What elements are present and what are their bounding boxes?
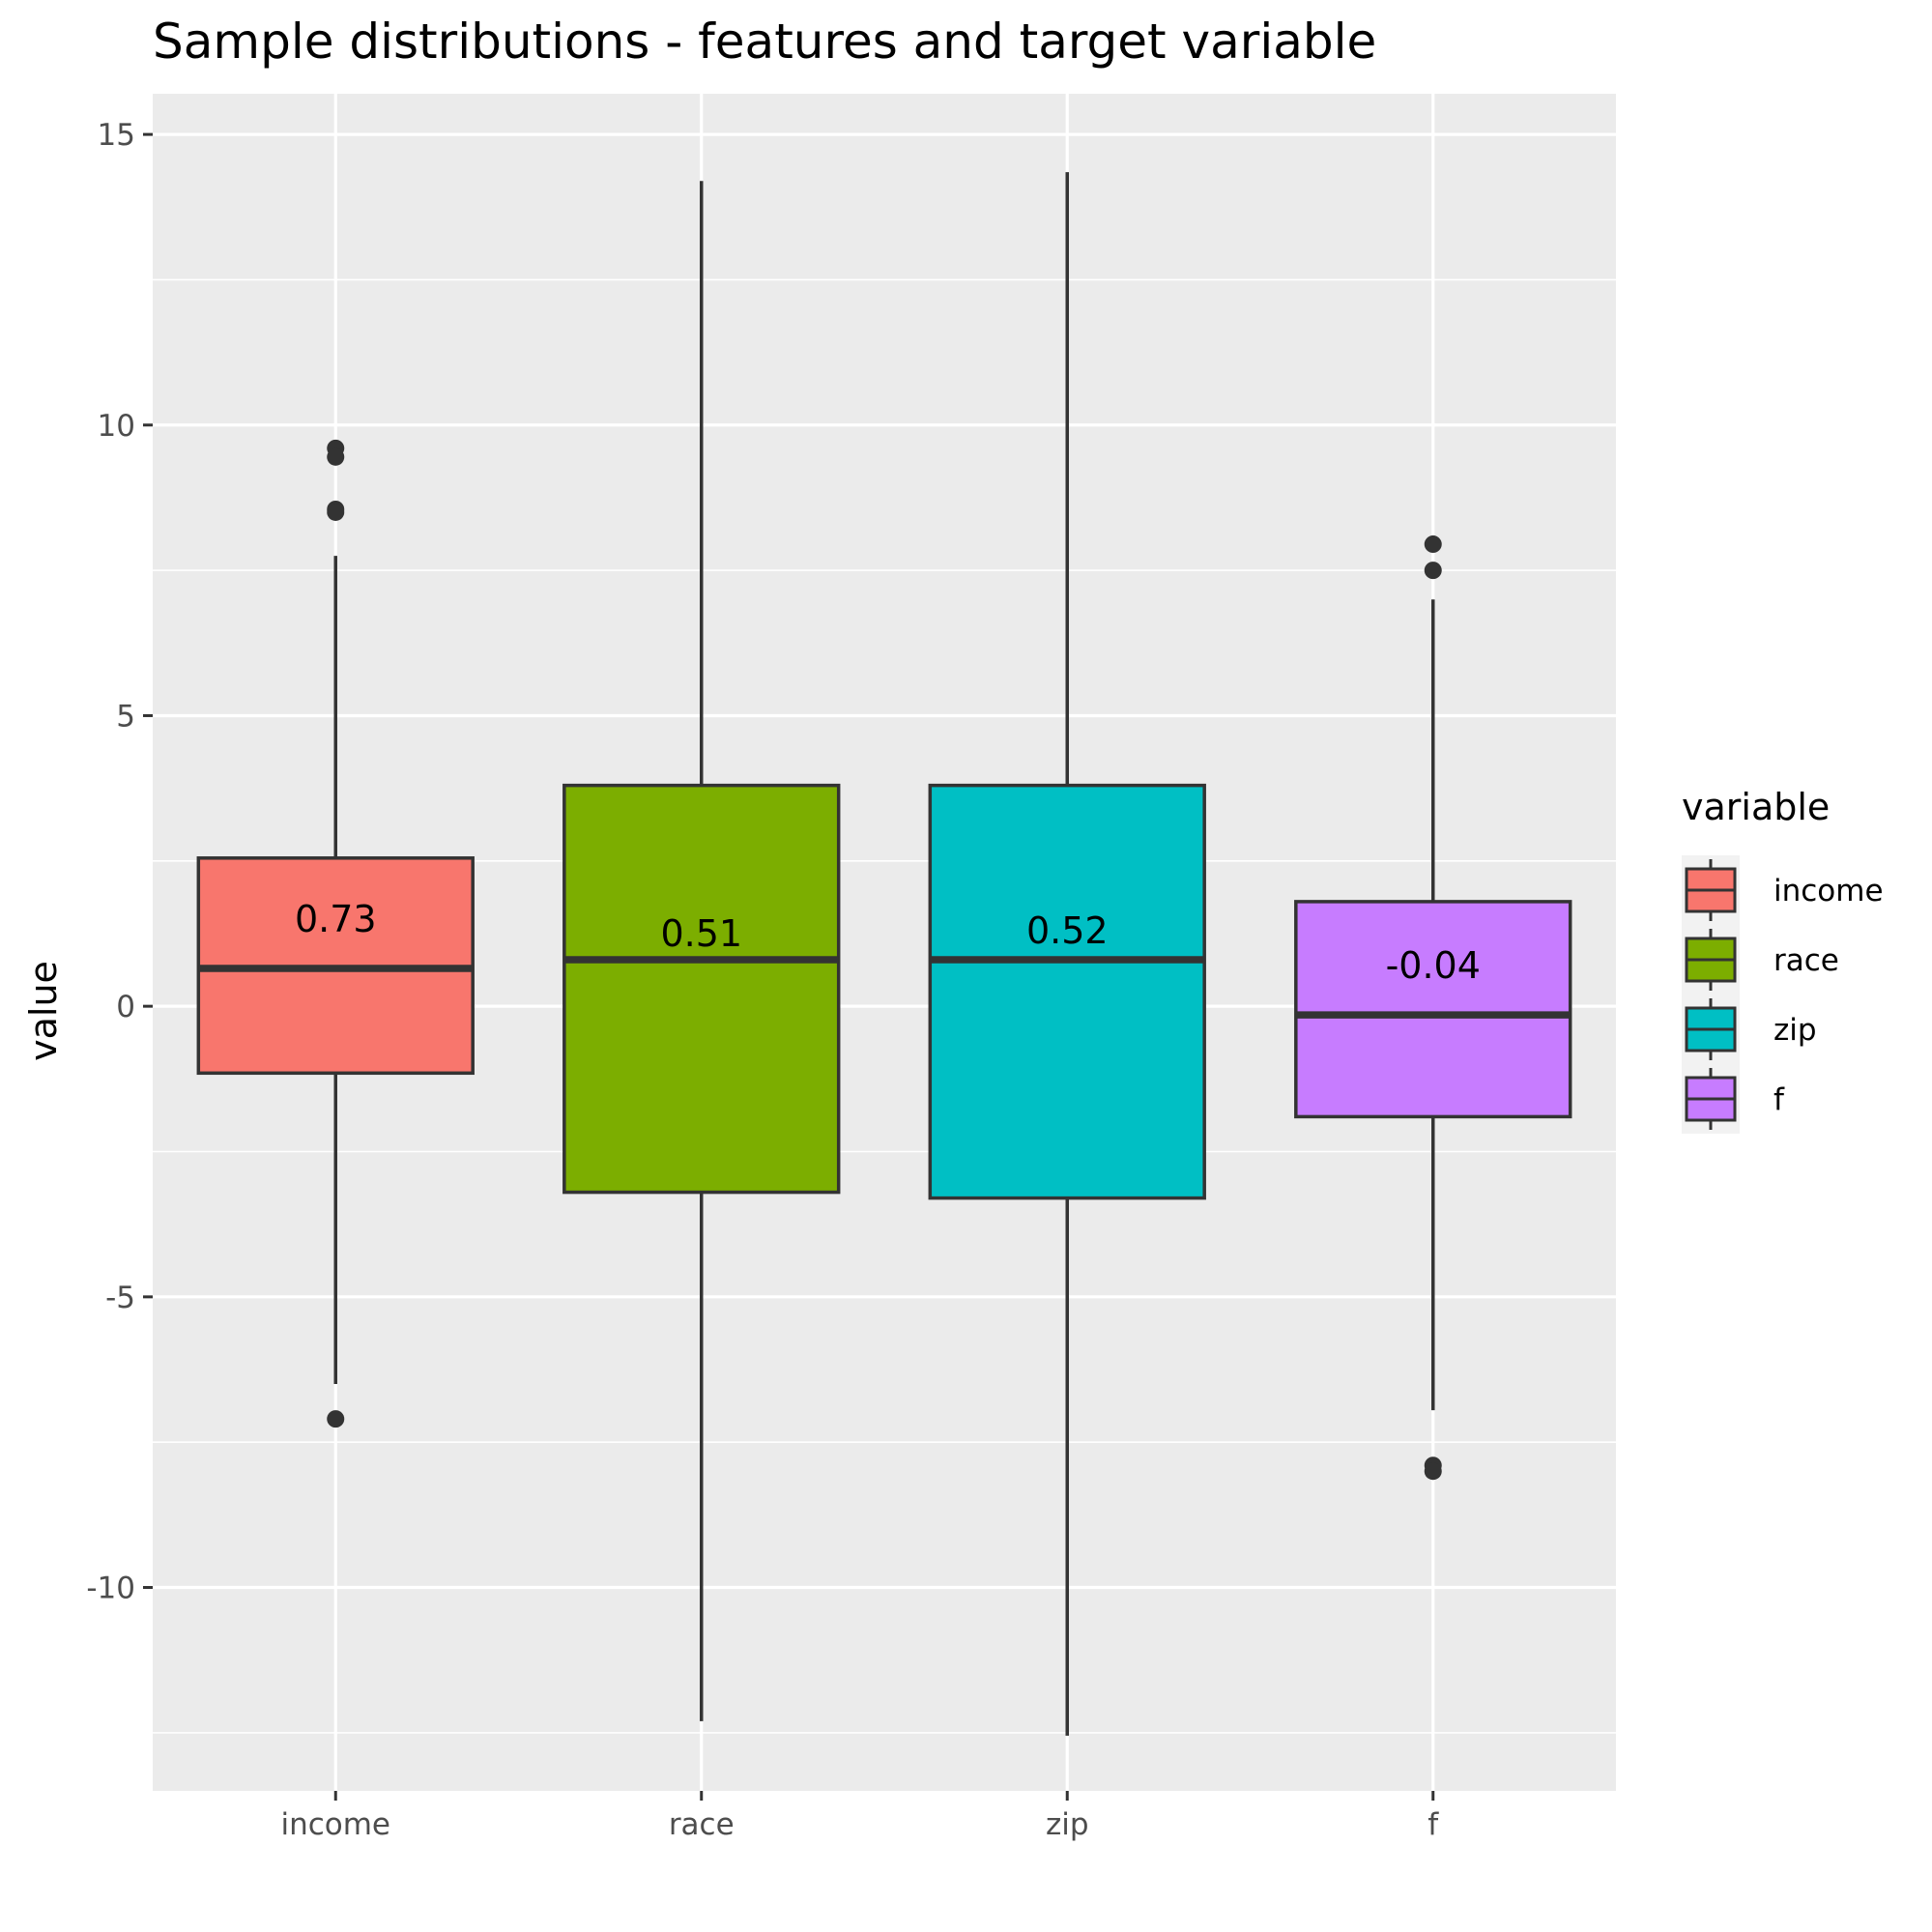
box-income: 0.73 xyxy=(196,439,475,1428)
y-tick-label: -10 xyxy=(86,1572,135,1606)
y-axis-label: value xyxy=(22,961,65,1061)
box-median-label: 0.51 xyxy=(660,912,742,955)
outlier-point xyxy=(327,503,345,521)
legend-item-race: race xyxy=(1685,929,1839,991)
legend-label: race xyxy=(1773,943,1839,978)
legend-item-zip: zip xyxy=(1685,998,1817,1060)
chart-title: Sample distributions - features and targ… xyxy=(153,14,1376,70)
box-zip: 0.52 xyxy=(928,172,1206,1736)
legend-label: zip xyxy=(1773,1013,1817,1048)
y-tick-label: -5 xyxy=(105,1281,135,1315)
box-median-label: -0.04 xyxy=(1386,944,1481,987)
outlier-point xyxy=(1424,1462,1442,1481)
box-median-label: 0.52 xyxy=(1026,909,1109,952)
box-body xyxy=(928,783,1206,1200)
y-tick-label: 0 xyxy=(116,990,135,1024)
outlier-point xyxy=(327,447,345,466)
legend-label: f xyxy=(1773,1082,1785,1117)
x-tick-label: f xyxy=(1427,1807,1439,1842)
box-body xyxy=(1294,900,1572,1119)
legend: variable income race zip f xyxy=(1682,786,1884,1134)
outlier-point xyxy=(1424,562,1442,580)
plot-area: -10 -5 0 5 10 15 income race zip f 0.73 0.51 0.52 -0.… xyxy=(86,94,1616,1842)
outlier-point xyxy=(1424,535,1442,554)
legend-item-f: f xyxy=(1685,1068,1785,1130)
box-race: 0.51 xyxy=(562,181,841,1721)
x-tick-label: race xyxy=(669,1807,735,1842)
box-median-label: 0.73 xyxy=(295,898,377,940)
x-tick-label: zip xyxy=(1046,1807,1089,1842)
y-tick-label: 15 xyxy=(98,118,135,153)
y-tick-label: 10 xyxy=(98,409,135,444)
legend-item-income: income xyxy=(1685,859,1884,921)
x-tick-label: income xyxy=(280,1807,390,1842)
legend-label: income xyxy=(1773,874,1884,908)
box-f: -0.04 xyxy=(1294,535,1572,1481)
box-body xyxy=(562,783,841,1195)
outlier-point xyxy=(327,1410,345,1428)
legend-title: variable xyxy=(1682,786,1830,828)
y-tick-label: 5 xyxy=(116,699,135,734)
